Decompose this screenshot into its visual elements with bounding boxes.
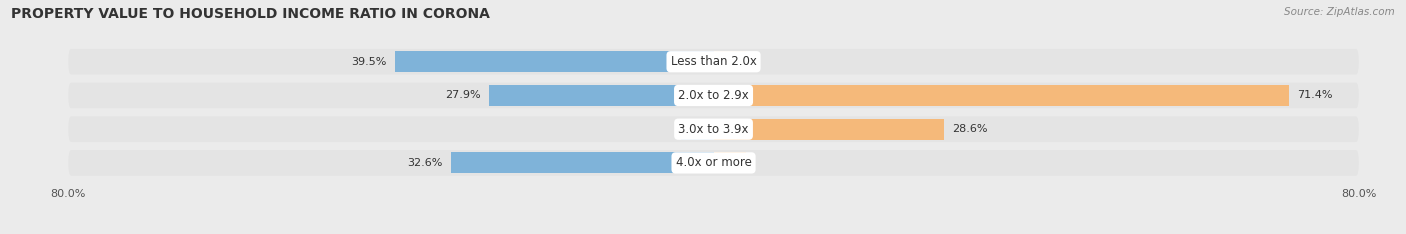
Text: PROPERTY VALUE TO HOUSEHOLD INCOME RATIO IN CORONA: PROPERTY VALUE TO HOUSEHOLD INCOME RATIO… xyxy=(11,7,491,21)
FancyBboxPatch shape xyxy=(69,83,1358,108)
Text: 3.0x to 3.9x: 3.0x to 3.9x xyxy=(678,123,749,136)
FancyBboxPatch shape xyxy=(713,51,745,72)
Text: 4.0x or more: 4.0x or more xyxy=(676,156,751,169)
Text: 0.0%: 0.0% xyxy=(721,57,749,67)
FancyBboxPatch shape xyxy=(69,49,1358,75)
Text: 39.5%: 39.5% xyxy=(352,57,387,67)
Text: 0.0%: 0.0% xyxy=(678,124,706,134)
FancyBboxPatch shape xyxy=(713,153,745,173)
Text: 0.0%: 0.0% xyxy=(721,158,749,168)
FancyBboxPatch shape xyxy=(450,153,713,173)
FancyBboxPatch shape xyxy=(713,119,945,140)
FancyBboxPatch shape xyxy=(713,85,1289,106)
Text: 32.6%: 32.6% xyxy=(408,158,443,168)
Text: 28.6%: 28.6% xyxy=(952,124,988,134)
FancyBboxPatch shape xyxy=(488,85,713,106)
Text: 2.0x to 2.9x: 2.0x to 2.9x xyxy=(678,89,749,102)
FancyBboxPatch shape xyxy=(69,116,1358,142)
FancyBboxPatch shape xyxy=(395,51,713,72)
FancyBboxPatch shape xyxy=(69,150,1358,176)
Text: 71.4%: 71.4% xyxy=(1298,91,1333,100)
Text: 27.9%: 27.9% xyxy=(444,91,481,100)
Text: Less than 2.0x: Less than 2.0x xyxy=(671,55,756,68)
Text: Source: ZipAtlas.com: Source: ZipAtlas.com xyxy=(1284,7,1395,17)
FancyBboxPatch shape xyxy=(682,119,713,140)
